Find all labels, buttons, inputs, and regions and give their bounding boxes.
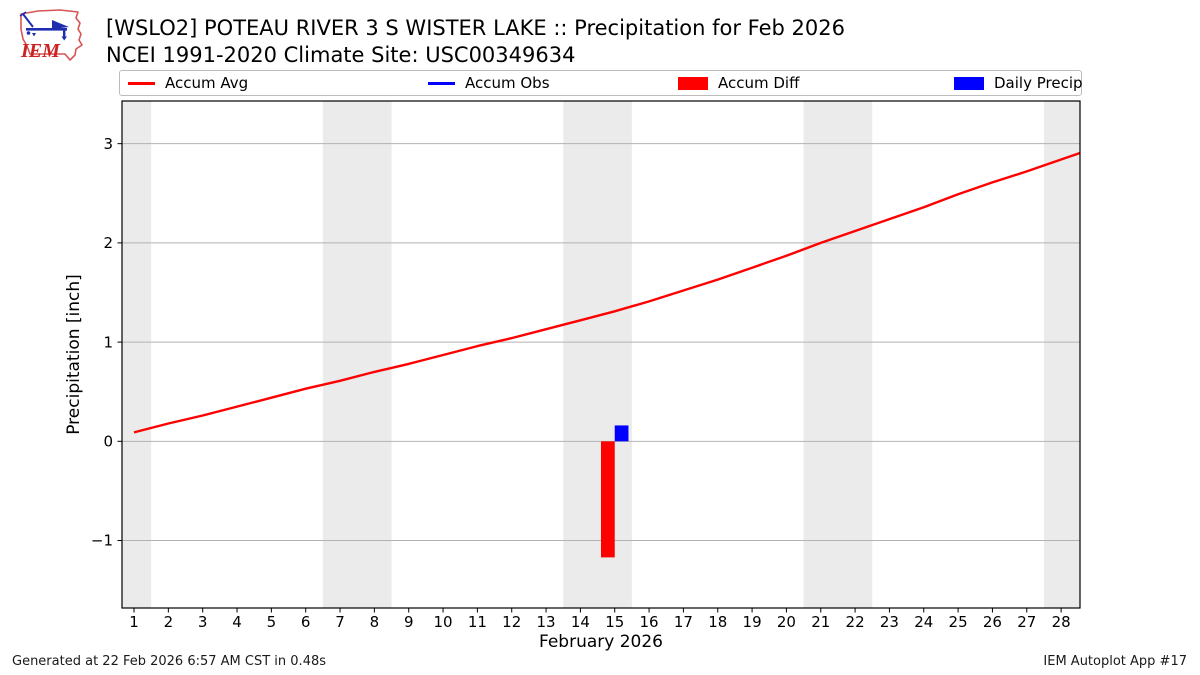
x-tick-label: 28 bbox=[1052, 613, 1071, 631]
weekend-band bbox=[1043, 101, 1080, 608]
weather-vane-icon bbox=[19, 11, 69, 41]
y-tick-label: 1 bbox=[103, 333, 113, 351]
weekend-band bbox=[122, 101, 152, 608]
weekend-band bbox=[322, 101, 392, 608]
weekend-band bbox=[803, 101, 873, 608]
x-tick-label: 14 bbox=[571, 613, 590, 631]
x-tick-label: 3 bbox=[198, 613, 208, 631]
x-tick-label: 26 bbox=[983, 613, 1002, 631]
legend-sample-patch bbox=[954, 76, 984, 90]
iowa-outline bbox=[20, 9, 83, 61]
y-tick-label: 0 bbox=[103, 433, 113, 451]
chart-subtitle: NCEI 1991-2020 Climate Site: USC00349634 bbox=[106, 43, 576, 67]
x-tick-label: 2 bbox=[164, 613, 174, 631]
legend-item-accum-diff: Accum Diff bbox=[678, 71, 799, 95]
bar bbox=[614, 425, 629, 442]
x-axis-label: February 2026 bbox=[539, 632, 663, 652]
x-tick-label: 9 bbox=[404, 613, 414, 631]
x-tick-label: 8 bbox=[370, 613, 380, 631]
x-tick-label: 13 bbox=[537, 613, 556, 631]
plot-border bbox=[121, 100, 1081, 609]
weekend-shading-bands bbox=[122, 101, 1080, 608]
x-tick-label: 11 bbox=[468, 613, 487, 631]
app-credit: IEM Autoplot App #17 bbox=[1043, 654, 1187, 669]
bar bbox=[601, 441, 615, 558]
legend-sample-line bbox=[428, 81, 455, 85]
x-tick-label: 22 bbox=[846, 613, 865, 631]
legend-label: Accum Diff bbox=[718, 74, 800, 92]
legend-item-accum-avg: Accum Avg bbox=[128, 71, 248, 95]
chart-legend: Accum Avg Accum Obs Accum Diff Daily Precip bbox=[119, 70, 1083, 96]
x-tick-label: 24 bbox=[914, 613, 933, 631]
legend-label: Accum Obs bbox=[465, 74, 550, 92]
accum-avg-line bbox=[133, 151, 1081, 434]
x-tick-label: 17 bbox=[674, 613, 693, 631]
x-tick-label: 15 bbox=[605, 613, 624, 631]
x-axis-ticks: 1 2 3 4 5 6 7 8 9 10 11 12 13 14 15 16 17 18 19 20 21 22 23 24 2… bbox=[129, 608, 1071, 631]
iem-logo-text: IEM bbox=[20, 40, 61, 62]
x-tick-label: 10 bbox=[434, 613, 453, 631]
x-tick-label: 7 bbox=[335, 613, 345, 631]
y-tick-label: 2 bbox=[103, 234, 113, 252]
x-tick-label: 20 bbox=[777, 613, 796, 631]
generated-timestamp: Generated at 22 Feb 2026 6:57 AM CST in … bbox=[12, 654, 327, 669]
weekend-band bbox=[563, 101, 632, 608]
y-tick-label: 3 bbox=[103, 135, 113, 153]
x-tick-label: 27 bbox=[1017, 613, 1036, 631]
x-tick-label: 18 bbox=[708, 613, 727, 631]
legend-label: Accum Avg bbox=[165, 74, 249, 92]
y-axis-ticks: −1 0 1 2 3 bbox=[91, 135, 122, 550]
x-tick-label: 19 bbox=[743, 613, 762, 631]
x-tick-label: 16 bbox=[640, 613, 659, 631]
legend-label: Daily Precip bbox=[994, 74, 1083, 92]
x-tick-label: 23 bbox=[880, 613, 899, 631]
y-tick-label: −1 bbox=[91, 532, 113, 550]
y-axis-label: Precipitation [inch] bbox=[64, 274, 84, 435]
iem-logo-graphic: IEM bbox=[19, 9, 83, 62]
x-tick-label: 4 bbox=[232, 613, 242, 631]
x-tick-label: 1 bbox=[129, 613, 139, 631]
chart-title: [WSLO2] POTEAU RIVER 3 S WISTER LAKE :: … bbox=[106, 16, 845, 40]
x-tick-label: 5 bbox=[267, 613, 277, 631]
legend-sample-line bbox=[128, 81, 155, 85]
legend-sample-patch bbox=[678, 76, 708, 90]
legend-item-daily-precip: Daily Precip bbox=[954, 71, 1083, 95]
accum-diff-bars bbox=[601, 441, 615, 558]
x-tick-label: 6 bbox=[301, 613, 311, 631]
x-tick-label: 12 bbox=[502, 613, 521, 631]
x-tick-label: 25 bbox=[949, 613, 968, 631]
daily-precip-bars bbox=[614, 425, 629, 442]
x-tick-label: 21 bbox=[811, 613, 830, 631]
iem-logo: IEM bbox=[8, 3, 90, 65]
legend-item-accum-obs: Accum Obs bbox=[428, 71, 550, 95]
